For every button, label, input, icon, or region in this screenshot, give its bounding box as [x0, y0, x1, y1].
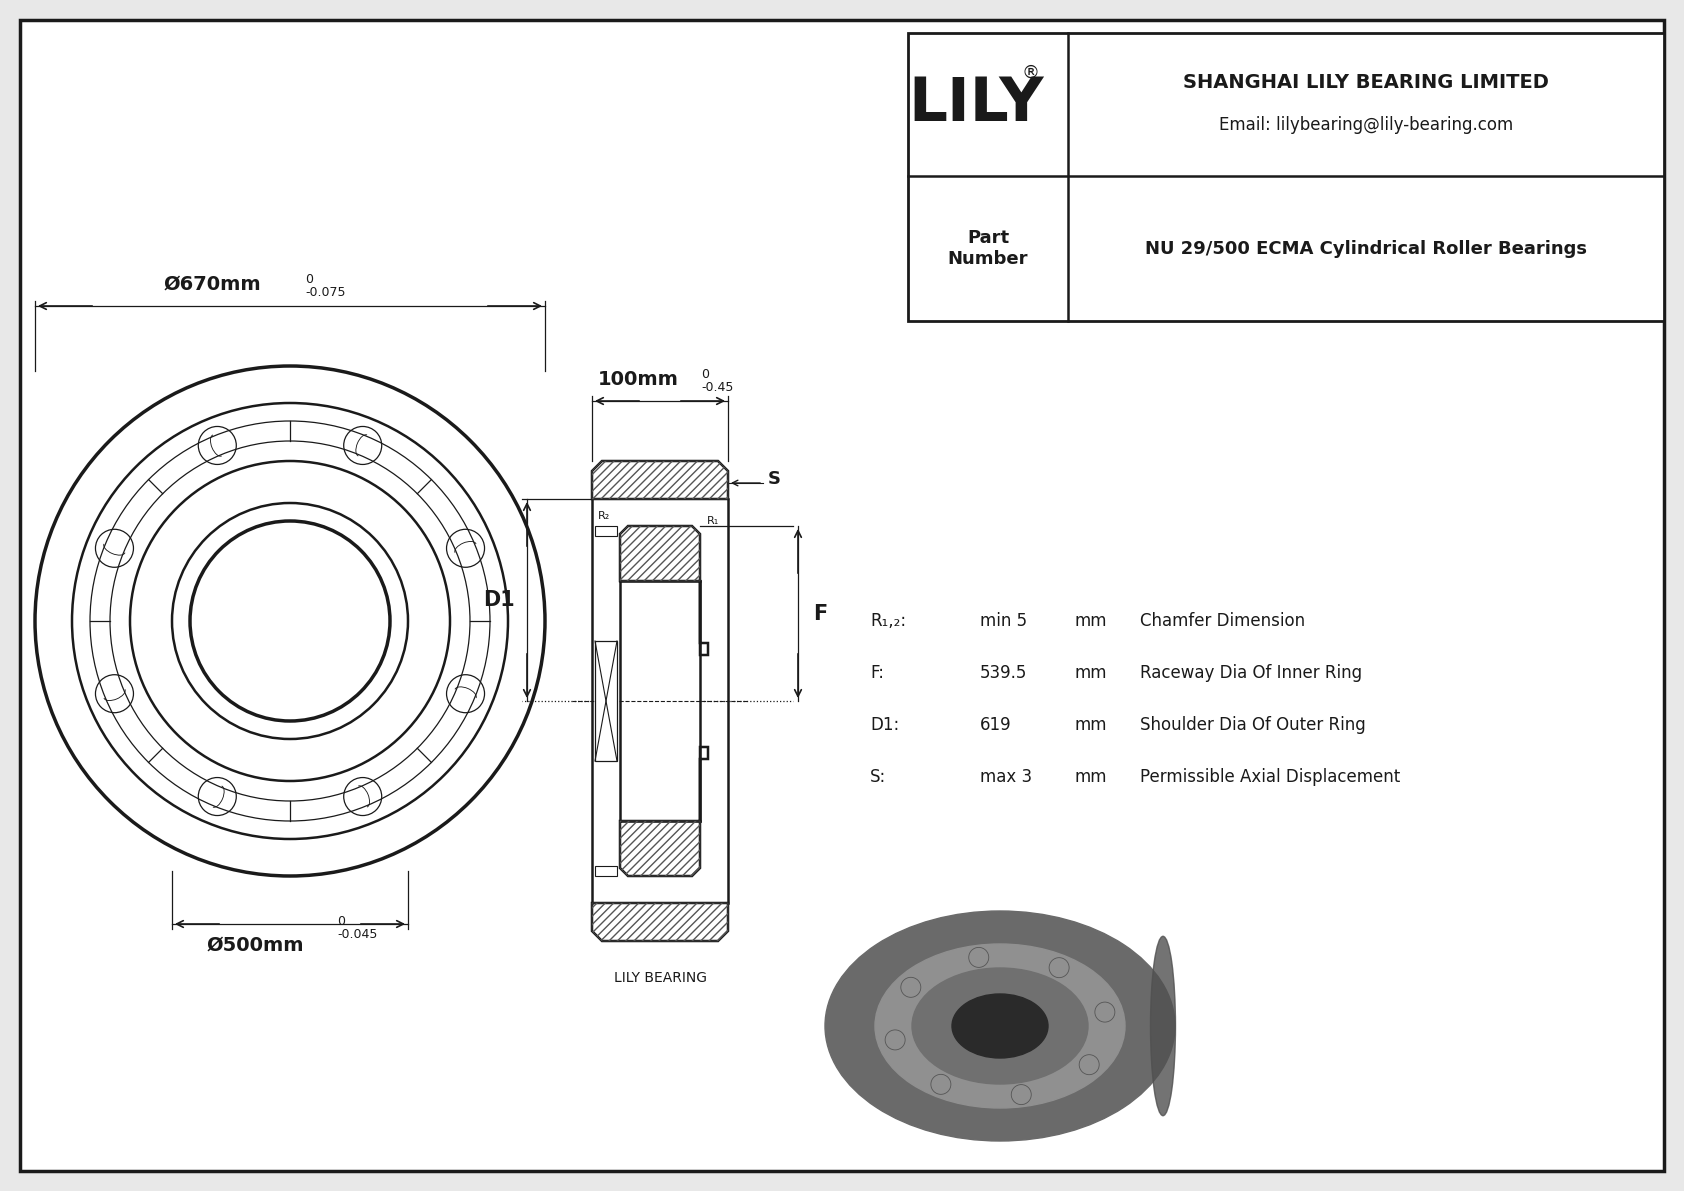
Text: Part
Number: Part Number	[948, 229, 1029, 268]
Text: 539.5: 539.5	[980, 665, 1027, 682]
Ellipse shape	[825, 911, 1175, 1141]
Text: S:: S:	[871, 768, 886, 786]
Bar	[594, 866, 616, 877]
Text: -0.45: -0.45	[701, 381, 733, 394]
Text: D1: D1	[483, 590, 515, 610]
Bar	[908, 33, 1664, 322]
Text: ®: ®	[1021, 63, 1039, 81]
Text: Raceway Dia Of Inner Ring: Raceway Dia Of Inner Ring	[1140, 665, 1362, 682]
Text: R₂: R₂	[598, 511, 610, 520]
Polygon shape	[620, 526, 707, 655]
Text: R₁: R₁	[707, 516, 719, 526]
Text: 0: 0	[337, 915, 345, 928]
Bar	[594, 641, 616, 761]
Text: mm: mm	[1074, 716, 1108, 734]
Text: LILY BEARING: LILY BEARING	[613, 971, 707, 985]
Text: LILY: LILY	[908, 75, 1044, 135]
Text: SHANGHAI LILY BEARING LIMITED: SHANGHAI LILY BEARING LIMITED	[1184, 73, 1549, 92]
Text: Permissible Axial Displacement: Permissible Axial Displacement	[1140, 768, 1401, 786]
Polygon shape	[593, 903, 727, 941]
Bar	[594, 526, 616, 536]
Ellipse shape	[913, 968, 1088, 1084]
Text: -0.045: -0.045	[337, 928, 377, 941]
Text: F: F	[813, 604, 827, 624]
Text: 0: 0	[701, 368, 709, 381]
Ellipse shape	[876, 944, 1125, 1108]
Text: mm: mm	[1074, 768, 1108, 786]
Text: Ø670mm: Ø670mm	[163, 275, 261, 294]
Text: Chamfer Dimension: Chamfer Dimension	[1140, 612, 1305, 630]
Text: mm: mm	[1074, 612, 1108, 630]
Text: 0: 0	[305, 273, 313, 286]
Text: Email: lilybearing@lily-bearing.com: Email: lilybearing@lily-bearing.com	[1219, 116, 1514, 133]
Text: mm: mm	[1074, 665, 1108, 682]
Ellipse shape	[951, 994, 1047, 1058]
Text: D1:: D1:	[871, 716, 899, 734]
Text: -0.075: -0.075	[305, 286, 345, 299]
Text: Ø500mm: Ø500mm	[205, 936, 303, 955]
Ellipse shape	[1150, 936, 1175, 1116]
Text: max 3: max 3	[980, 768, 1032, 786]
Text: min 5: min 5	[980, 612, 1027, 630]
Text: Shoulder Dia Of Outer Ring: Shoulder Dia Of Outer Ring	[1140, 716, 1366, 734]
Text: F:: F:	[871, 665, 884, 682]
Polygon shape	[620, 747, 707, 877]
Text: 100mm: 100mm	[598, 370, 679, 389]
Text: R₁,₂:: R₁,₂:	[871, 612, 906, 630]
Text: 619: 619	[980, 716, 1012, 734]
Polygon shape	[593, 461, 727, 499]
Text: S: S	[768, 470, 781, 488]
Text: NU 29/500 ECMA Cylindrical Roller Bearings: NU 29/500 ECMA Cylindrical Roller Bearin…	[1145, 239, 1586, 257]
